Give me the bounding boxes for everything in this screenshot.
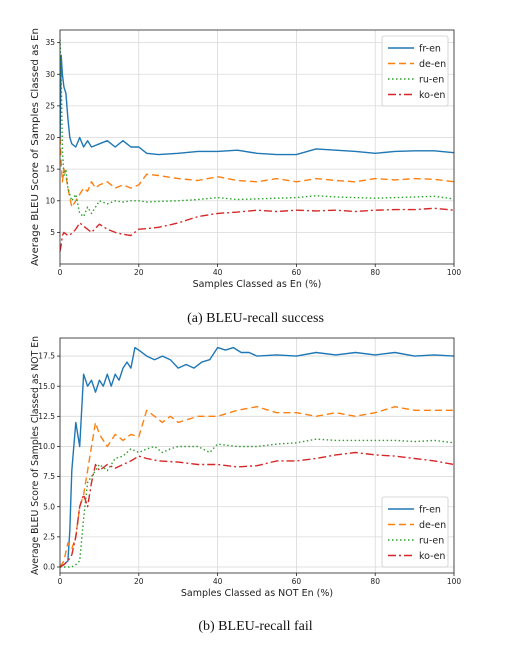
legend-label-fr-en: fr-en	[419, 43, 441, 54]
y-tick-label: 5	[50, 228, 55, 237]
chart-a: 0 20 40 60 80 100 5 10 15 20 25 30 35 Samples Classed…	[30, 28, 461, 290]
series-line-fr-en	[60, 346, 454, 568]
y-tick-label: 15	[45, 165, 55, 174]
series-line-de-en	[60, 137, 454, 208]
legend-label-ru-en: ru-en	[419, 74, 444, 85]
x-axis-label: Samples Classed as NOT En (%)	[181, 588, 333, 599]
x-tick-label: 0	[58, 577, 63, 586]
legend-label-ru-en: ru-en	[419, 535, 444, 546]
y-tick-label: 25	[45, 101, 55, 110]
y-axis-label: Average BLEU Score of Samples Classed as…	[30, 336, 41, 575]
legend-label-ko-en: ko-en	[419, 551, 445, 562]
x-tick-label: 100	[447, 577, 462, 586]
x-tick-label: 80	[370, 577, 380, 586]
x-tick-label: 0	[58, 268, 63, 277]
y-tick-label: 7.5	[43, 472, 55, 481]
y-tick-label: 17.5	[38, 352, 55, 361]
x-tick-label: 20	[134, 577, 144, 586]
x-axis-label: Samples Classed as En (%)	[193, 279, 322, 290]
x-tick-label: 40	[213, 577, 223, 586]
legend-label-de-en: de-en	[419, 520, 446, 531]
legend: fr-en de-en ru-en ko-en	[381, 35, 449, 107]
series-line-ko-en	[60, 451, 454, 568]
y-tick-label: 30	[45, 70, 55, 79]
y-tick-label: 35	[45, 38, 55, 47]
series-line-de-en	[60, 406, 454, 568]
plot-frame	[59, 337, 455, 574]
y-tick-label: 15.0	[38, 382, 55, 391]
series-line-ru-en	[60, 438, 454, 568]
legend-box	[381, 496, 449, 568]
x-tick-label: 40	[213, 268, 223, 277]
legend-label-de-en: de-en	[419, 59, 446, 70]
caption-b: (b) BLEU-recall fail	[198, 619, 313, 634]
x-tick-label: 60	[292, 268, 302, 277]
series-line-ko-en	[60, 207, 454, 252]
y-tick-label: 10.0	[38, 442, 55, 451]
series-line-fr-en	[60, 54, 454, 156]
y-tick-label: 0.0	[43, 563, 55, 572]
x-tick-label: 100	[447, 268, 462, 277]
caption-a: (a) BLEU-recall success	[187, 311, 324, 326]
y-tick-label: 5.0	[43, 502, 55, 511]
chart-b: 0 20 40 60 80 100 0.0 2.5 5.0 7.5 10.0 12.5 15.0 17.5…	[30, 336, 461, 599]
y-tick-label: 12.5	[38, 412, 55, 421]
x-tick-label: 80	[370, 268, 380, 277]
legend: fr-en de-en ru-en ko-en	[381, 496, 449, 568]
series-line-ru-en	[60, 39, 454, 218]
y-tick-label: 2.5	[43, 532, 55, 541]
y-axis-label: Average BLEU Score of Samples Classed as…	[30, 28, 41, 266]
legend-label-fr-en: fr-en	[419, 504, 441, 515]
plot-frame	[59, 29, 455, 265]
y-tick-label: 20	[45, 133, 55, 142]
legend-label-ko-en: ko-en	[419, 90, 445, 101]
x-tick-label: 20	[134, 268, 144, 277]
legend-box	[381, 35, 449, 107]
x-tick-label: 60	[292, 577, 302, 586]
y-tick-label: 10	[45, 196, 55, 205]
